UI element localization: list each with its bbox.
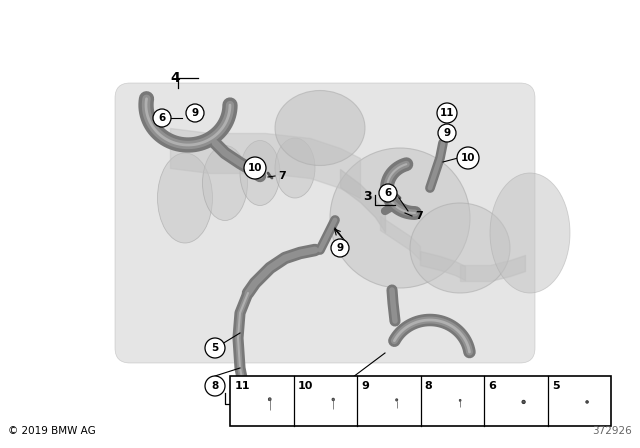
Text: 8: 8 <box>211 381 219 391</box>
Circle shape <box>340 380 360 400</box>
Ellipse shape <box>269 400 271 401</box>
Circle shape <box>332 398 334 401</box>
Circle shape <box>205 338 225 358</box>
Text: 5: 5 <box>211 343 219 353</box>
FancyBboxPatch shape <box>115 83 535 363</box>
Circle shape <box>153 109 171 127</box>
Text: 5: 5 <box>412 403 419 413</box>
Circle shape <box>586 401 588 403</box>
Text: 10: 10 <box>248 163 262 173</box>
Ellipse shape <box>240 141 280 206</box>
Ellipse shape <box>157 153 212 243</box>
Circle shape <box>358 403 378 423</box>
Circle shape <box>244 157 266 179</box>
Ellipse shape <box>275 138 315 198</box>
Text: 11: 11 <box>440 108 454 118</box>
Text: 9: 9 <box>337 243 344 253</box>
Text: 9: 9 <box>346 385 353 395</box>
Text: 8: 8 <box>364 408 372 418</box>
Text: 6: 6 <box>488 381 496 391</box>
FancyBboxPatch shape <box>230 376 611 426</box>
Ellipse shape <box>275 90 365 165</box>
Circle shape <box>457 147 479 169</box>
Circle shape <box>379 184 397 202</box>
Text: 9: 9 <box>444 128 451 138</box>
Ellipse shape <box>410 203 510 293</box>
Circle shape <box>331 239 349 257</box>
Circle shape <box>205 376 225 396</box>
Text: 4: 4 <box>170 71 180 85</box>
Text: 7: 7 <box>415 211 423 221</box>
Circle shape <box>405 398 425 418</box>
Text: 1: 1 <box>435 404 445 418</box>
Text: 3: 3 <box>363 190 372 202</box>
Circle shape <box>522 401 525 403</box>
Circle shape <box>186 104 204 122</box>
Text: © 2019 BMW AG: © 2019 BMW AG <box>8 426 96 436</box>
Text: 7: 7 <box>278 171 285 181</box>
Text: 5: 5 <box>552 381 559 391</box>
Text: 6: 6 <box>158 113 166 123</box>
Circle shape <box>460 400 461 401</box>
Text: 2: 2 <box>270 400 280 414</box>
Text: 9: 9 <box>362 381 369 391</box>
Text: 11: 11 <box>234 381 250 391</box>
Circle shape <box>438 124 456 142</box>
Circle shape <box>523 401 524 403</box>
Text: 8: 8 <box>425 381 433 391</box>
Circle shape <box>269 398 271 401</box>
Text: 10: 10 <box>298 381 313 391</box>
Ellipse shape <box>332 400 334 401</box>
Circle shape <box>437 103 457 123</box>
Circle shape <box>586 401 588 403</box>
Ellipse shape <box>202 146 248 220</box>
Ellipse shape <box>330 148 470 288</box>
Text: 6: 6 <box>385 188 392 198</box>
Text: 372926: 372926 <box>592 426 632 436</box>
Circle shape <box>396 399 397 401</box>
Text: 9: 9 <box>191 108 198 118</box>
Ellipse shape <box>490 173 570 293</box>
Text: 10: 10 <box>461 153 476 163</box>
